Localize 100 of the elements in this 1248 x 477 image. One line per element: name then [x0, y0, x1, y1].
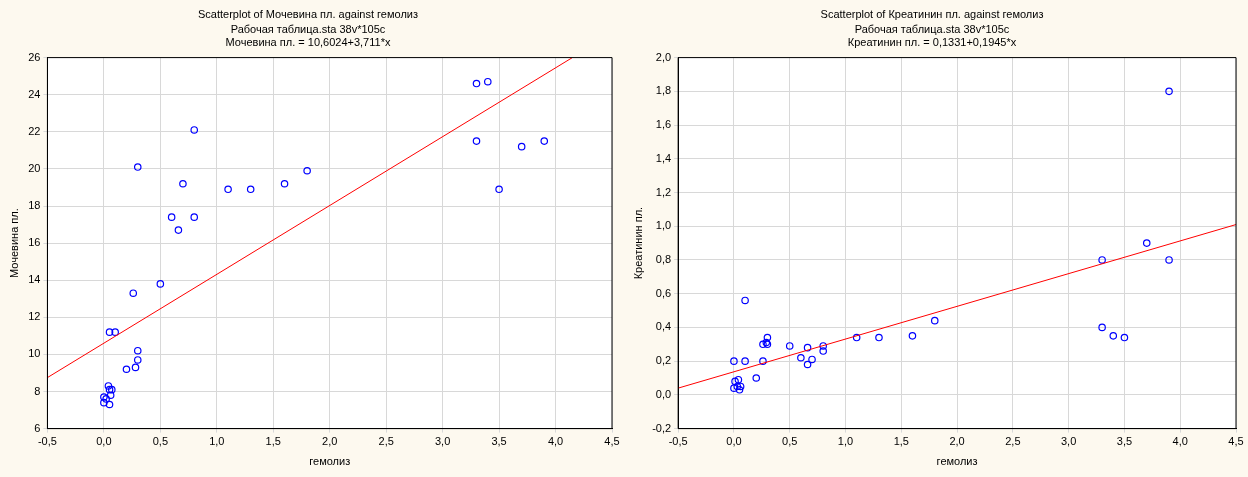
x-tick-label: 2,5: [1005, 435, 1021, 448]
x-tick-label: 3,5: [1116, 435, 1133, 448]
point: [819, 347, 827, 355]
point: [190, 213, 199, 221]
point: [736, 382, 745, 391]
point: [1098, 323, 1106, 332]
chart-title: Scatterplot of Мочевина пл. against гемолиз: [197, 7, 419, 20]
point: [131, 363, 140, 372]
point: [303, 166, 311, 175]
chart-subtitle: Рабочая таблица.sta 38v*105c: [854, 22, 1010, 35]
point: [752, 374, 761, 382]
y-tick-label: 1,2: [655, 185, 672, 198]
point: [167, 213, 176, 221]
y-tick-label: 1,4: [655, 151, 672, 164]
x-tick-label: 0,0: [96, 435, 112, 448]
x-tick-label: 4,5: [604, 435, 620, 448]
point: [763, 333, 772, 342]
point: [1165, 87, 1173, 96]
point: [741, 296, 749, 305]
x-tick-label: 3,0: [434, 435, 451, 448]
point: [111, 328, 119, 336]
point: [105, 400, 114, 409]
y-tick-label: 0,8: [655, 252, 672, 265]
x-tick-label: 1,0: [209, 435, 225, 448]
y-tick-label: 22: [28, 124, 41, 137]
point: [108, 385, 116, 394]
point: [819, 342, 827, 350]
point: [224, 185, 232, 194]
x-axis-title: гемолиз: [309, 455, 351, 468]
y-tick-label: 24: [28, 87, 41, 100]
x-tick-label: 3,5: [491, 435, 507, 448]
text: Креатинин пл. = 0,1331+0,1945*x: [847, 36, 1017, 49]
x-tick-label: 2,0: [322, 435, 338, 448]
point: [540, 137, 549, 145]
y-tick-label: 26: [28, 50, 41, 63]
x-tick-label: 1,0: [837, 435, 854, 448]
point: [735, 386, 744, 394]
point: [730, 357, 738, 365]
point: [1098, 256, 1106, 264]
point: [741, 357, 749, 365]
point: [730, 384, 738, 392]
point: [785, 342, 794, 350]
y-tick-label: 0,2: [655, 354, 672, 367]
y-tick-label: 6: [34, 421, 41, 434]
point: [179, 179, 187, 188]
point: [808, 355, 816, 364]
point: [133, 163, 142, 171]
x-tick-label: 4,5: [1228, 435, 1244, 448]
x-tick-label: 3,0: [1061, 435, 1077, 448]
point: [105, 328, 114, 336]
point: [1165, 256, 1173, 264]
x-tick-label: -0,5: [668, 435, 688, 448]
y-tick-label: 12: [28, 310, 41, 323]
point: [156, 280, 165, 288]
text: Мочевина пл. = 10,6024+3,711*x: [225, 36, 391, 49]
point: [1142, 239, 1151, 247]
y-tick-label: 0,6: [655, 286, 672, 299]
y-axis-title: Креатинин пл.: [631, 206, 644, 280]
x-axis-title: гемолиз: [936, 455, 978, 468]
point: [930, 316, 939, 325]
point: [100, 398, 108, 407]
point: [734, 375, 743, 384]
point: [803, 360, 812, 369]
y-tick-label: 20: [28, 161, 41, 174]
y-tick-label: 10: [28, 347, 41, 360]
point: [908, 332, 917, 340]
point: [495, 185, 503, 194]
point: [484, 77, 492, 86]
x-tick-label: 1,5: [265, 435, 281, 448]
y-tick-label: 1,6: [655, 118, 672, 131]
point: [133, 346, 142, 355]
point: [472, 79, 481, 88]
x-tick-label: 1,5: [893, 435, 909, 448]
point: [797, 353, 805, 362]
y-tick-label: 0,0: [655, 387, 672, 400]
point: [875, 333, 883, 342]
x-tick-label: 4,0: [547, 435, 564, 448]
chart-title: Scatterplot of Креатинин пл. against гемолиз: [820, 7, 1044, 20]
y-tick-label: 1,0: [655, 219, 672, 232]
point: [472, 137, 481, 145]
x-tick-label: 0,5: [152, 435, 168, 448]
point: [280, 179, 289, 188]
point: [106, 391, 115, 400]
x-tick-label: -0,5: [37, 435, 57, 448]
point: [1120, 333, 1129, 342]
point: [246, 185, 255, 194]
point: [190, 126, 199, 134]
x-tick-label: 0,0: [726, 435, 742, 448]
point: [129, 289, 138, 297]
y-tick-label: 0,4: [655, 320, 672, 333]
y-tick-label: 14: [28, 273, 41, 286]
x-tick-label: 0,5: [782, 435, 798, 448]
point: [105, 385, 114, 394]
y-tick-label: 1,8: [655, 84, 672, 97]
y-axis-title: Мочевина пл.: [7, 208, 20, 278]
point: [133, 356, 142, 364]
chart-subtitle: Рабочая таблица.sta 38v*105c: [230, 22, 386, 35]
point: [1109, 332, 1118, 340]
point: [104, 382, 113, 390]
y-tick-label: 16: [28, 236, 41, 249]
